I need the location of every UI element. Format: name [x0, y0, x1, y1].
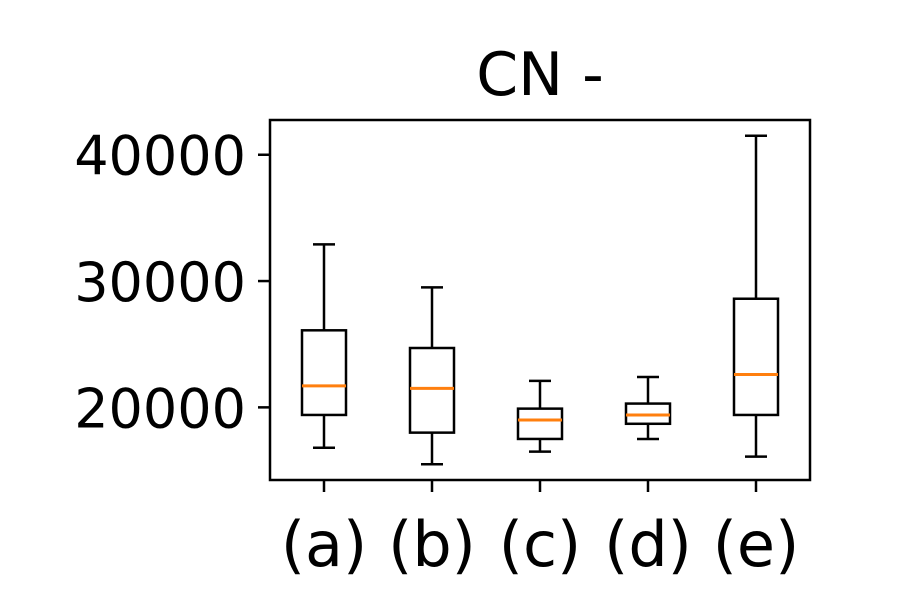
boxes-layer [300, 134, 780, 466]
box-iqr [516, 407, 564, 441]
box-1 [300, 243, 348, 450]
box-4 [624, 375, 672, 441]
box-5 [732, 134, 780, 458]
chart-title: CN - [476, 40, 604, 110]
x-tick-label: (e) [713, 508, 800, 581]
x-tick-label: (b) [388, 508, 476, 581]
y-tick-label: 30000 [74, 251, 246, 314]
y-tick-label: 40000 [74, 125, 246, 188]
y-axis: 20000 30000 40000 [74, 125, 270, 440]
plot-area-frame [268, 118, 812, 482]
box-iqr [408, 346, 456, 434]
x-axis: (a) (b) (c) (d) (e) [281, 480, 799, 581]
x-tick-label: (c) [499, 508, 581, 581]
box-iqr [732, 297, 780, 417]
y-tick-label: 20000 [74, 377, 246, 440]
box-iqr [300, 329, 348, 417]
box-2 [408, 286, 456, 466]
box-3 [516, 379, 564, 453]
x-tick-label: (a) [281, 508, 367, 581]
x-tick-label: (d) [604, 508, 692, 581]
